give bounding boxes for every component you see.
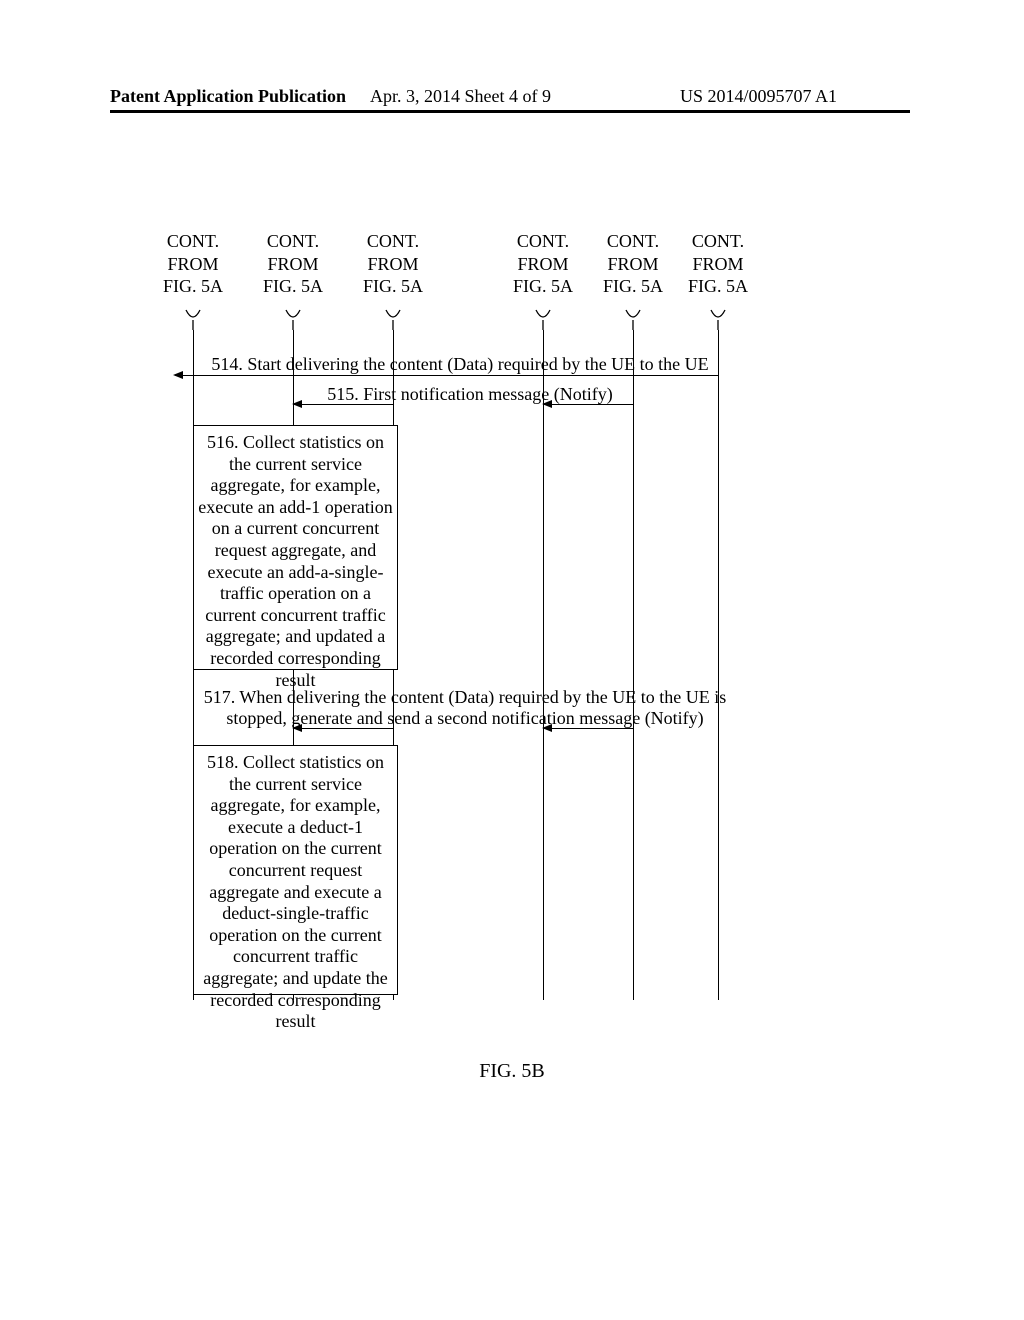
page-connector-icon [624,308,642,326]
header-rule [110,110,910,113]
sequence-diagram: CONT.FROMFIG. 5ACONT.FROMFIG. 5ACONT.FRO… [160,230,860,1030]
step-514-text: 514. Start delivering the content (Data)… [190,354,730,375]
page: Patent Application Publication Apr. 3, 2… [0,0,1024,1320]
lifeline [543,330,544,1000]
lifeline [633,330,634,1000]
arrow-head-icon [542,400,552,408]
arrow-origin-tick [393,401,394,408]
cont-from-label: CONT.FROMFIG. 5A [673,230,763,298]
arrow-head-icon [292,400,302,408]
cont-from-label: CONT.FROMFIG. 5A [498,230,588,298]
step-515-arrow [543,404,633,405]
page-connector-icon [384,308,402,326]
page-connector-icon [184,308,202,326]
header-right: US 2014/0095707 A1 [680,86,837,107]
figure-caption: FIG. 5B [0,1060,1024,1083]
page-connector-icon [284,308,302,326]
arrow-origin-tick [393,725,394,732]
page-connector-icon [534,308,552,326]
step-515-arrow [293,404,393,405]
step-517-text: 517. When delivering the content (Data) … [190,687,740,729]
lifeline [718,330,719,1000]
page-connector-icon [709,308,727,326]
step-514-arrow [175,375,718,376]
header-left: Patent Application Publication [110,86,346,107]
step-518-box: 518. Collect statistics on the current s… [193,745,398,995]
cont-from-label: CONT.FROMFIG. 5A [148,230,238,298]
arrow-head-icon [542,724,552,732]
step-517-arrow [293,728,393,729]
cont-from-label: CONT.FROMFIG. 5A [248,230,338,298]
step-515-text: 515. First notification message (Notify) [310,384,630,405]
cont-from-label: CONT.FROMFIG. 5A [588,230,678,298]
arrow-origin-tick [633,725,634,732]
arrow-head-icon [292,724,302,732]
cont-from-label: CONT.FROMFIG. 5A [348,230,438,298]
step-516-box: 516. Collect statistics on the current s… [193,425,398,670]
arrow-origin-tick [633,401,634,408]
header-center: Apr. 3, 2014 Sheet 4 of 9 [370,86,551,107]
arrow-head-icon [173,371,183,379]
step-517-arrow [543,728,633,729]
